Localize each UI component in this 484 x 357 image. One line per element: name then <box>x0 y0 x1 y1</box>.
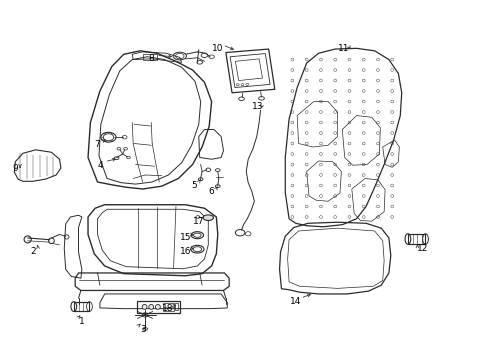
Text: 10: 10 <box>212 44 223 53</box>
Text: 5: 5 <box>191 181 197 190</box>
Text: 11: 11 <box>337 44 348 53</box>
Text: 16: 16 <box>180 247 191 256</box>
Text: 4: 4 <box>97 161 103 170</box>
Text: 7: 7 <box>94 140 100 150</box>
Text: 9: 9 <box>13 164 18 172</box>
Text: 2: 2 <box>30 247 36 256</box>
Text: 13: 13 <box>252 102 263 111</box>
Text: 18: 18 <box>161 304 173 313</box>
Ellipse shape <box>155 305 160 310</box>
Ellipse shape <box>149 305 153 310</box>
Text: 6: 6 <box>208 187 214 196</box>
Text: 17: 17 <box>193 217 204 226</box>
Text: 8: 8 <box>148 54 154 63</box>
Ellipse shape <box>142 305 147 310</box>
Text: 15: 15 <box>180 233 191 242</box>
Text: 12: 12 <box>416 244 427 253</box>
Text: 1: 1 <box>79 317 85 326</box>
Text: 3: 3 <box>139 325 145 334</box>
Ellipse shape <box>203 215 213 221</box>
Text: 14: 14 <box>289 297 301 306</box>
